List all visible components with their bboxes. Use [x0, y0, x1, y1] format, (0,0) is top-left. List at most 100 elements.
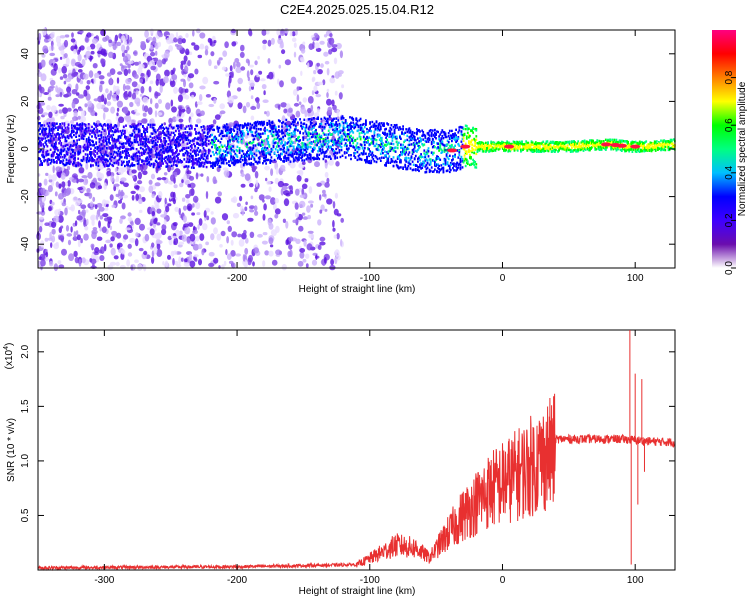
heatmap-cell: [109, 194, 114, 201]
heatmap-cell: [244, 157, 246, 160]
heatmap-cell: [110, 152, 112, 156]
heatmap-cell: [185, 199, 190, 204]
heatmap-cell: [419, 130, 421, 133]
heatmap-cell: [261, 147, 263, 151]
heatmap-cell: [443, 150, 446, 153]
heatmap-cell: [139, 93, 143, 97]
heatmap-cell: [210, 233, 215, 241]
heatmap-cell: [230, 152, 232, 156]
heatmap-cell: [333, 130, 335, 134]
heatmap-cell: [255, 134, 258, 137]
heatmap-cell: [134, 140, 137, 143]
heatmap-cell: [139, 78, 144, 84]
heatmap-cell: [109, 243, 113, 248]
heatmap-cell: [108, 133, 110, 136]
heatmap-cell: [76, 142, 78, 145]
heatmap-cell: [138, 134, 141, 137]
heatmap-cell: [306, 154, 309, 157]
heatmap-cell: [292, 145, 295, 148]
heatmap-cell: [296, 174, 302, 182]
heatmap-cell: [243, 229, 247, 235]
heatmap-cell: [191, 139, 194, 142]
heatmap-cell: [240, 134, 243, 137]
heatmap-cell: [122, 132, 125, 135]
heatmap-cell: [199, 94, 203, 102]
heatmap-cell: [207, 126, 210, 130]
heatmap-cell: [379, 127, 382, 131]
heatmap-cell: [443, 131, 446, 134]
heatmap-cell: [254, 131, 257, 134]
heatmap-cell: [185, 136, 188, 140]
heatmap-cell: [262, 99, 269, 103]
heatmap-cell: [119, 152, 122, 156]
heatmap-cell: [144, 30, 150, 38]
heatmap-cell: [259, 135, 262, 139]
heatmap-cell: [332, 128, 334, 132]
heatmap-cell: [258, 121, 261, 124]
heatmap-cell: [383, 147, 385, 150]
heatmap-cell: [250, 161, 253, 165]
heatmap-cell: [394, 124, 397, 127]
heatmap-cell: [208, 59, 212, 67]
heatmap-cell: [296, 86, 300, 92]
heatmap-cell: [97, 161, 100, 164]
heatmap-cell: [163, 151, 166, 155]
heatmap-cell: [175, 150, 177, 154]
heatmap-cell: [337, 119, 340, 122]
heatmap-cell: [404, 158, 407, 162]
heatmap-cell: [349, 123, 351, 126]
heatmap-cell: [65, 225, 70, 232]
heatmap-cell: [365, 122, 367, 125]
heatmap-cell: [125, 227, 131, 231]
heatmap-cell: [295, 218, 299, 226]
heatmap-cell: [206, 154, 209, 157]
heatmap-cell: [70, 136, 73, 139]
heatmap-cell: [238, 159, 241, 162]
heatmap-cell: [49, 52, 56, 57]
heatmap-cell: [211, 145, 213, 149]
heatmap-cell: [119, 63, 123, 67]
heatmap-cell: [255, 130, 258, 133]
heatmap-cell: [291, 133, 294, 136]
heatmap-cell: [59, 161, 61, 164]
heatmap-cell: [217, 160, 220, 163]
heatmap-cell: [84, 127, 87, 131]
heatmap-cell: [118, 135, 121, 138]
heatmap-cell: [319, 40, 325, 45]
heatmap-cell: [343, 126, 346, 130]
heatmap-cell: [389, 132, 392, 136]
heatmap-cell: [339, 144, 342, 148]
heatmap-cell: [120, 215, 126, 220]
heatmap-cell: [353, 154, 356, 157]
heatmap-cell: [373, 160, 376, 163]
heatmap-cell: [425, 158, 428, 161]
heatmap-cell: [111, 204, 116, 208]
heatmap-cell: [96, 171, 102, 179]
heatmap-cell: [98, 155, 101, 158]
heatmap-cell: [383, 124, 385, 127]
heatmap-cell: [367, 148, 369, 151]
heatmap-cell: [79, 151, 82, 154]
heatmap-cell: [84, 153, 87, 156]
heatmap-cell: [203, 128, 206, 131]
heatmap-cell: [218, 57, 223, 61]
heatmap-cell: [219, 148, 222, 151]
heatmap-cell: [307, 118, 310, 121]
heatmap-cell: [300, 121, 302, 124]
heatmap-cell: [70, 129, 73, 132]
heatmap-cell: [241, 137, 244, 140]
heatmap-cell: [340, 136, 343, 139]
heatmap-cell: [149, 149, 152, 152]
heatmap-cell: [172, 126, 175, 129]
heatmap-cell: [56, 156, 58, 159]
heatmap-cell: [151, 126, 154, 129]
heatmap-cell: [394, 150, 397, 153]
heatmap-cell: [150, 162, 153, 166]
heatmap-cell: [155, 50, 158, 56]
heatmap-cell: [213, 164, 215, 167]
heatmap-cell: [69, 160, 72, 164]
heatmap-cell: [390, 148, 393, 151]
heatmap-cell: [138, 129, 141, 132]
heatmap-cell: [97, 185, 103, 190]
heatmap-cell: [328, 155, 331, 158]
